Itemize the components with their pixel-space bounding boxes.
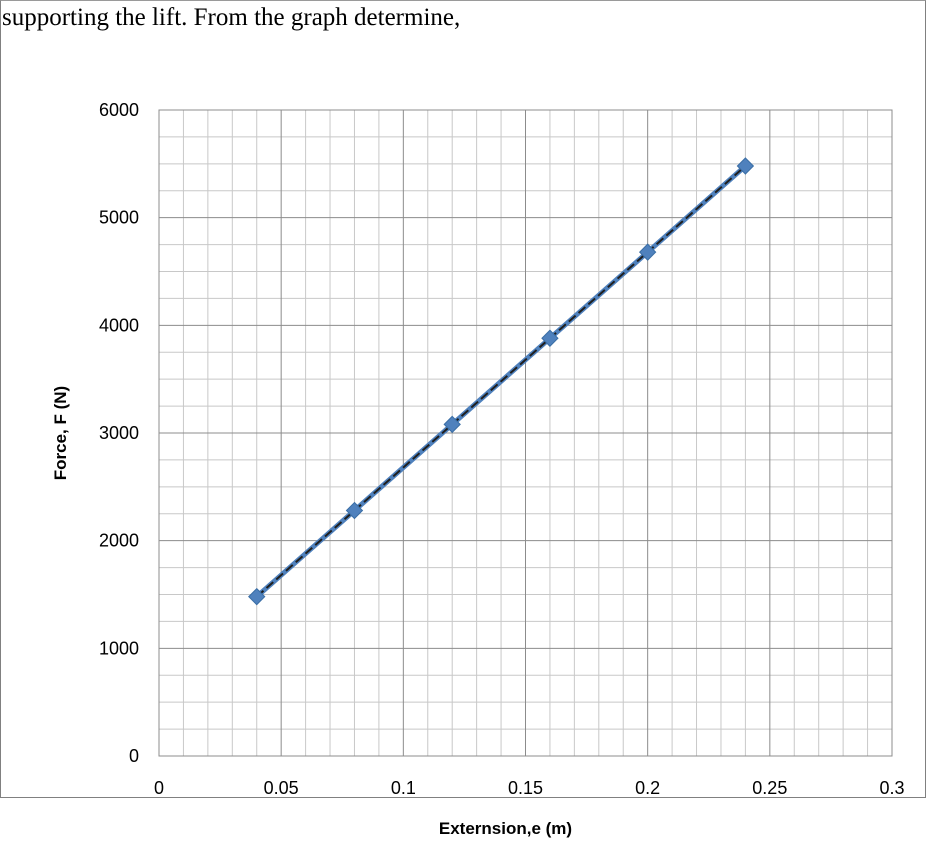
y-axis-label: Force, F (N) (51, 386, 70, 480)
x-axis-tick-labels: 0 0.05 0.1 0.15 0.2 0.25 0.3 (154, 778, 905, 798)
x-tick-label: 0.2 (635, 778, 660, 798)
y-tick-label: 5000 (99, 208, 139, 228)
x-tick-label: 0.25 (752, 778, 787, 798)
y-axis-tick-labels: 0 1000 2000 3000 4000 5000 6000 (99, 100, 139, 766)
y-tick-label: 3000 (99, 423, 139, 443)
x-tick-label: 0.15 (508, 778, 543, 798)
data-point (443, 415, 461, 434)
data-point (638, 243, 657, 261)
trendline (256, 165, 747, 598)
x-axis-label: Externsion,e (m) (439, 819, 572, 838)
x-tick-label: 0.05 (264, 778, 299, 798)
y-tick-label: 0 (129, 746, 139, 766)
major-gridlines (159, 110, 892, 756)
y-tick-label: 4000 (99, 315, 139, 335)
x-tick-label: 0.3 (879, 778, 904, 798)
data-point (248, 587, 266, 606)
y-tick-label: 1000 (99, 638, 139, 658)
data-point (345, 501, 364, 520)
plot-area-border (158, 109, 893, 757)
y-tick-label: 2000 (99, 531, 139, 551)
document-text: supporting the lift. From the graph dete… (2, 4, 461, 31)
data-points (248, 157, 755, 606)
x-tick-label: 0.1 (391, 778, 416, 798)
data-point (736, 157, 755, 175)
trendline-group (254, 163, 748, 600)
data-point (541, 329, 559, 347)
x-tick-label: 0 (154, 778, 164, 798)
y-tick-label: 6000 (99, 100, 139, 120)
